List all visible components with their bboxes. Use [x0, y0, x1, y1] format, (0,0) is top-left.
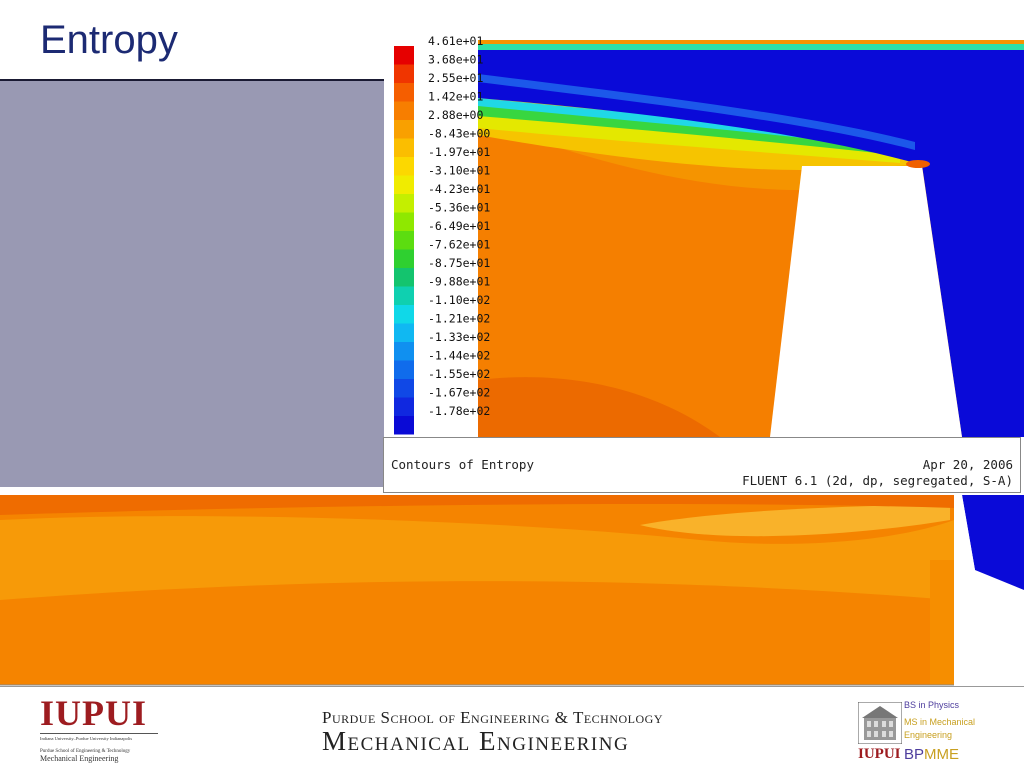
iupui-department-line: Mechanical Engineering	[40, 754, 119, 763]
iupui-logo: IUPUI	[40, 693, 148, 733]
legend-label: 2.88e+00	[428, 108, 483, 122]
legend-label: -4.23e+01	[428, 182, 490, 196]
legend-label: -1.78e+02	[428, 404, 490, 418]
legend-swatch	[394, 342, 414, 361]
legend-swatch	[394, 268, 414, 287]
legend-swatch	[394, 46, 414, 65]
ms-label-line2: Engineering	[904, 730, 953, 740]
legend-label: -7.62e+01	[428, 238, 490, 252]
legend-label: -1.44e+02	[428, 349, 490, 363]
school-name: Purdue School of Engineering & Technolog…	[322, 708, 663, 727]
legend-swatch	[394, 231, 414, 250]
caption-title: Contours of Entropy	[391, 457, 534, 472]
ms-label-line1: MS in Mechanical	[904, 717, 976, 727]
band-green	[478, 104, 905, 156]
caption-software: FLUENT 6.1 (2d, dp, segregated, S-A)	[742, 473, 1013, 488]
legend-swatch	[394, 397, 414, 416]
legend-label: -3.10e+01	[428, 164, 490, 178]
iupui-school-line: Purdue School of Engineering & Technolog…	[40, 749, 131, 754]
legend-swatch	[394, 138, 414, 157]
building-crest-icon	[858, 702, 902, 744]
legend-label: -1.97e+01	[428, 145, 490, 159]
color-legend: 4.61e+01 3.68e+01 2.55e+01 1.42e+01 2.88e+00…	[394, 34, 490, 435]
legend-swatch	[394, 249, 414, 268]
legend-label: -9.88e+01	[428, 275, 490, 289]
bpmme-mme: MME	[924, 746, 960, 763]
legend-swatch	[394, 194, 414, 213]
title-divider	[0, 79, 384, 81]
lower-strip-top-dark	[0, 495, 954, 515]
plot-caption-box: Contours of Entropy Apr 20, 2006 FLUENT …	[383, 437, 1021, 493]
footer-divider	[0, 686, 1024, 687]
legend-label: -6.49e+01	[428, 219, 490, 233]
legend-label: -1.55e+02	[428, 367, 490, 381]
iupui-small-logo: IUPUI	[858, 746, 901, 762]
legend-label: -8.43e+00	[428, 127, 490, 141]
white-body	[770, 166, 962, 437]
legend-label: 4.61e+01	[428, 34, 483, 48]
legend-swatch	[394, 175, 414, 194]
legend-swatch	[394, 64, 414, 83]
top-cyan-band	[478, 44, 1024, 50]
legend-swatch	[394, 286, 414, 305]
legend-swatch	[394, 83, 414, 102]
legend-label: 1.42e+01	[428, 90, 483, 104]
legend-swatch	[394, 101, 414, 120]
program-logo-block: BS in Physics MS in Mechanical Engineeri…	[858, 698, 1008, 764]
legend-label: -1.67e+02	[428, 386, 490, 400]
lower-orange-region	[478, 120, 800, 437]
gray-panel	[0, 81, 384, 487]
legend-swatch	[394, 323, 414, 342]
lower-white-edge	[954, 495, 975, 570]
lower-strip-step	[930, 560, 954, 685]
legend-label: -1.33e+02	[428, 330, 490, 344]
bpmme-logo: BPMME	[904, 746, 959, 763]
lower-blue-region	[962, 495, 1024, 590]
legend-label: -5.36e+01	[428, 201, 490, 215]
legend-swatch	[394, 120, 414, 139]
caption-date: Apr 20, 2006	[922, 457, 1013, 472]
lower-strip-light	[0, 516, 954, 600]
light-blue-band	[478, 74, 915, 150]
legend-label: -8.75e+01	[428, 256, 490, 270]
legend-swatch	[394, 416, 414, 435]
legend-swatch	[394, 212, 414, 231]
legend-label: 2.55e+01	[428, 71, 483, 85]
slide-title: Entropy	[40, 18, 178, 62]
school-name-block: Purdue School of Engineering & Technolog…	[322, 708, 663, 757]
bottom-left-hot-zone	[478, 377, 720, 437]
legend-swatch	[394, 305, 414, 324]
legend-label: -1.10e+02	[428, 293, 490, 307]
bpmme-bp: BP	[904, 746, 925, 763]
legend-swatch	[394, 360, 414, 379]
legend-swatch	[394, 379, 414, 398]
iupui-university-line: Indiana University–Purdue University Ind…	[40, 733, 158, 741]
legend-label: 3.68e+01	[428, 53, 483, 67]
iupui-logo-block: IUPUI Indiana University–Purdue Universi…	[40, 695, 158, 763]
lower-strip-lightest	[640, 505, 950, 537]
tip-hotspot	[906, 160, 930, 168]
legend-label: -1.21e+02	[428, 312, 490, 326]
bs-physics-label: BS in Physics	[904, 700, 960, 710]
legend-swatch	[394, 157, 414, 176]
department-name: Mechanical Engineering	[322, 726, 630, 756]
